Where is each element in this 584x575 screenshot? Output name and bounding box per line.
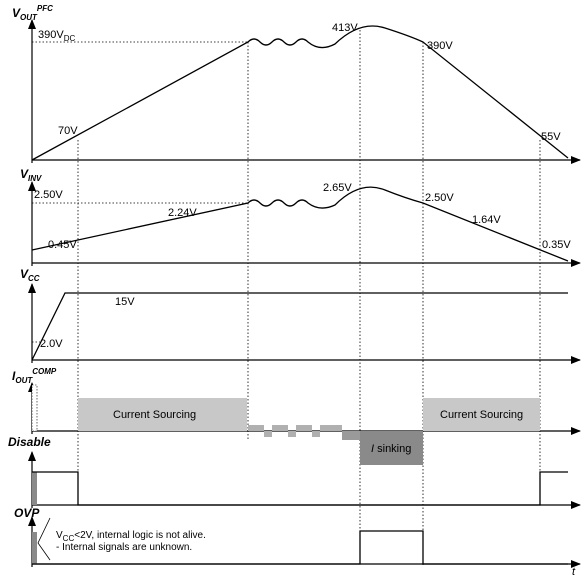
iout-startup-marker [31, 384, 38, 432]
iout-sourcing-left-label: Current Sourcing [113, 409, 196, 421]
iout-panel: IOUTCOMP Current Sourcing Current Sourci… [12, 367, 581, 465]
vinv-label-265v: 2.65V [323, 182, 352, 194]
vout-waveform [31, 25, 569, 161]
vout-panel: VOUTPFC 390VDC 70V 413V 390V 55V [12, 4, 581, 164]
iout-sinking-label: I sinking [371, 443, 411, 455]
ovp-panel: OVP VCC<2V, internal logic is not alive.… [14, 506, 581, 575]
vout-label-413v: 413V [332, 22, 358, 34]
vout-label-70v: 70V [58, 125, 78, 137]
disable-panel: Disable [8, 435, 581, 509]
ovp-startup-marker [32, 532, 37, 564]
vinv-panel: VINV 2.50V 0.45V 2.24V 2.65V 2.50V 1.64V… [20, 167, 581, 267]
vcc-label: VCC [20, 267, 40, 283]
vinv-label-250v: 2.50V [425, 192, 454, 204]
disable-label: Disable [8, 435, 51, 449]
time-markers [77, 30, 541, 565]
iout-sourcing-right-box [423, 398, 540, 431]
vout-label-390v: 390V [427, 40, 453, 52]
ovp-note-pointer [37, 517, 51, 561]
vinv-label-035v: 0.35V [542, 239, 571, 251]
vinv-label-164v: 1.64V [472, 214, 501, 226]
vcc-waveform [31, 292, 568, 361]
iout-pulse-7 [320, 425, 342, 431]
iout-pulse-1 [248, 425, 264, 431]
vinv-label-224v: 2.24V [168, 207, 197, 219]
disable-startup-marker [32, 472, 37, 505]
vcc-panel: VCC 15V 2.0V [20, 267, 581, 364]
iout-pulse-8 [342, 431, 360, 440]
vout-label-55v: 55V [541, 131, 561, 143]
iout-sourcing-right-label: Current Sourcing [440, 409, 523, 421]
ovp-note-line2: - Internal signals are unknown. [56, 542, 192, 553]
iout-sourcing-left-box [78, 398, 247, 431]
iout-pulse-6 [312, 431, 320, 437]
disable-waveform [32, 471, 568, 506]
ovp-label: OVP [14, 506, 40, 520]
iout-label: IOUTCOMP [12, 367, 57, 385]
vinv-waveform [31, 186, 569, 262]
vinv-label-045v: 0.45V [48, 239, 77, 251]
vcc-label-20v: 2.0V [40, 338, 63, 350]
iout-pulse-2 [264, 431, 272, 437]
vcc-label-15v: 15V [115, 296, 135, 308]
vinv-label: VINV [20, 167, 42, 183]
vinv-level-250: 2.50V [34, 189, 63, 201]
iout-pulse-3 [272, 425, 288, 431]
vout-label: VOUTPFC [12, 4, 53, 22]
ovp-note-line1: VCC<2V, internal logic is not alive. [56, 530, 206, 543]
time-axis-label: t [572, 566, 576, 575]
ovp-waveform [32, 530, 568, 565]
iout-pulse-4 [288, 431, 296, 437]
iout-sinking-box [360, 431, 423, 465]
iout-pulse-5 [296, 425, 312, 431]
vout-level-390: 390VDC [38, 29, 75, 43]
